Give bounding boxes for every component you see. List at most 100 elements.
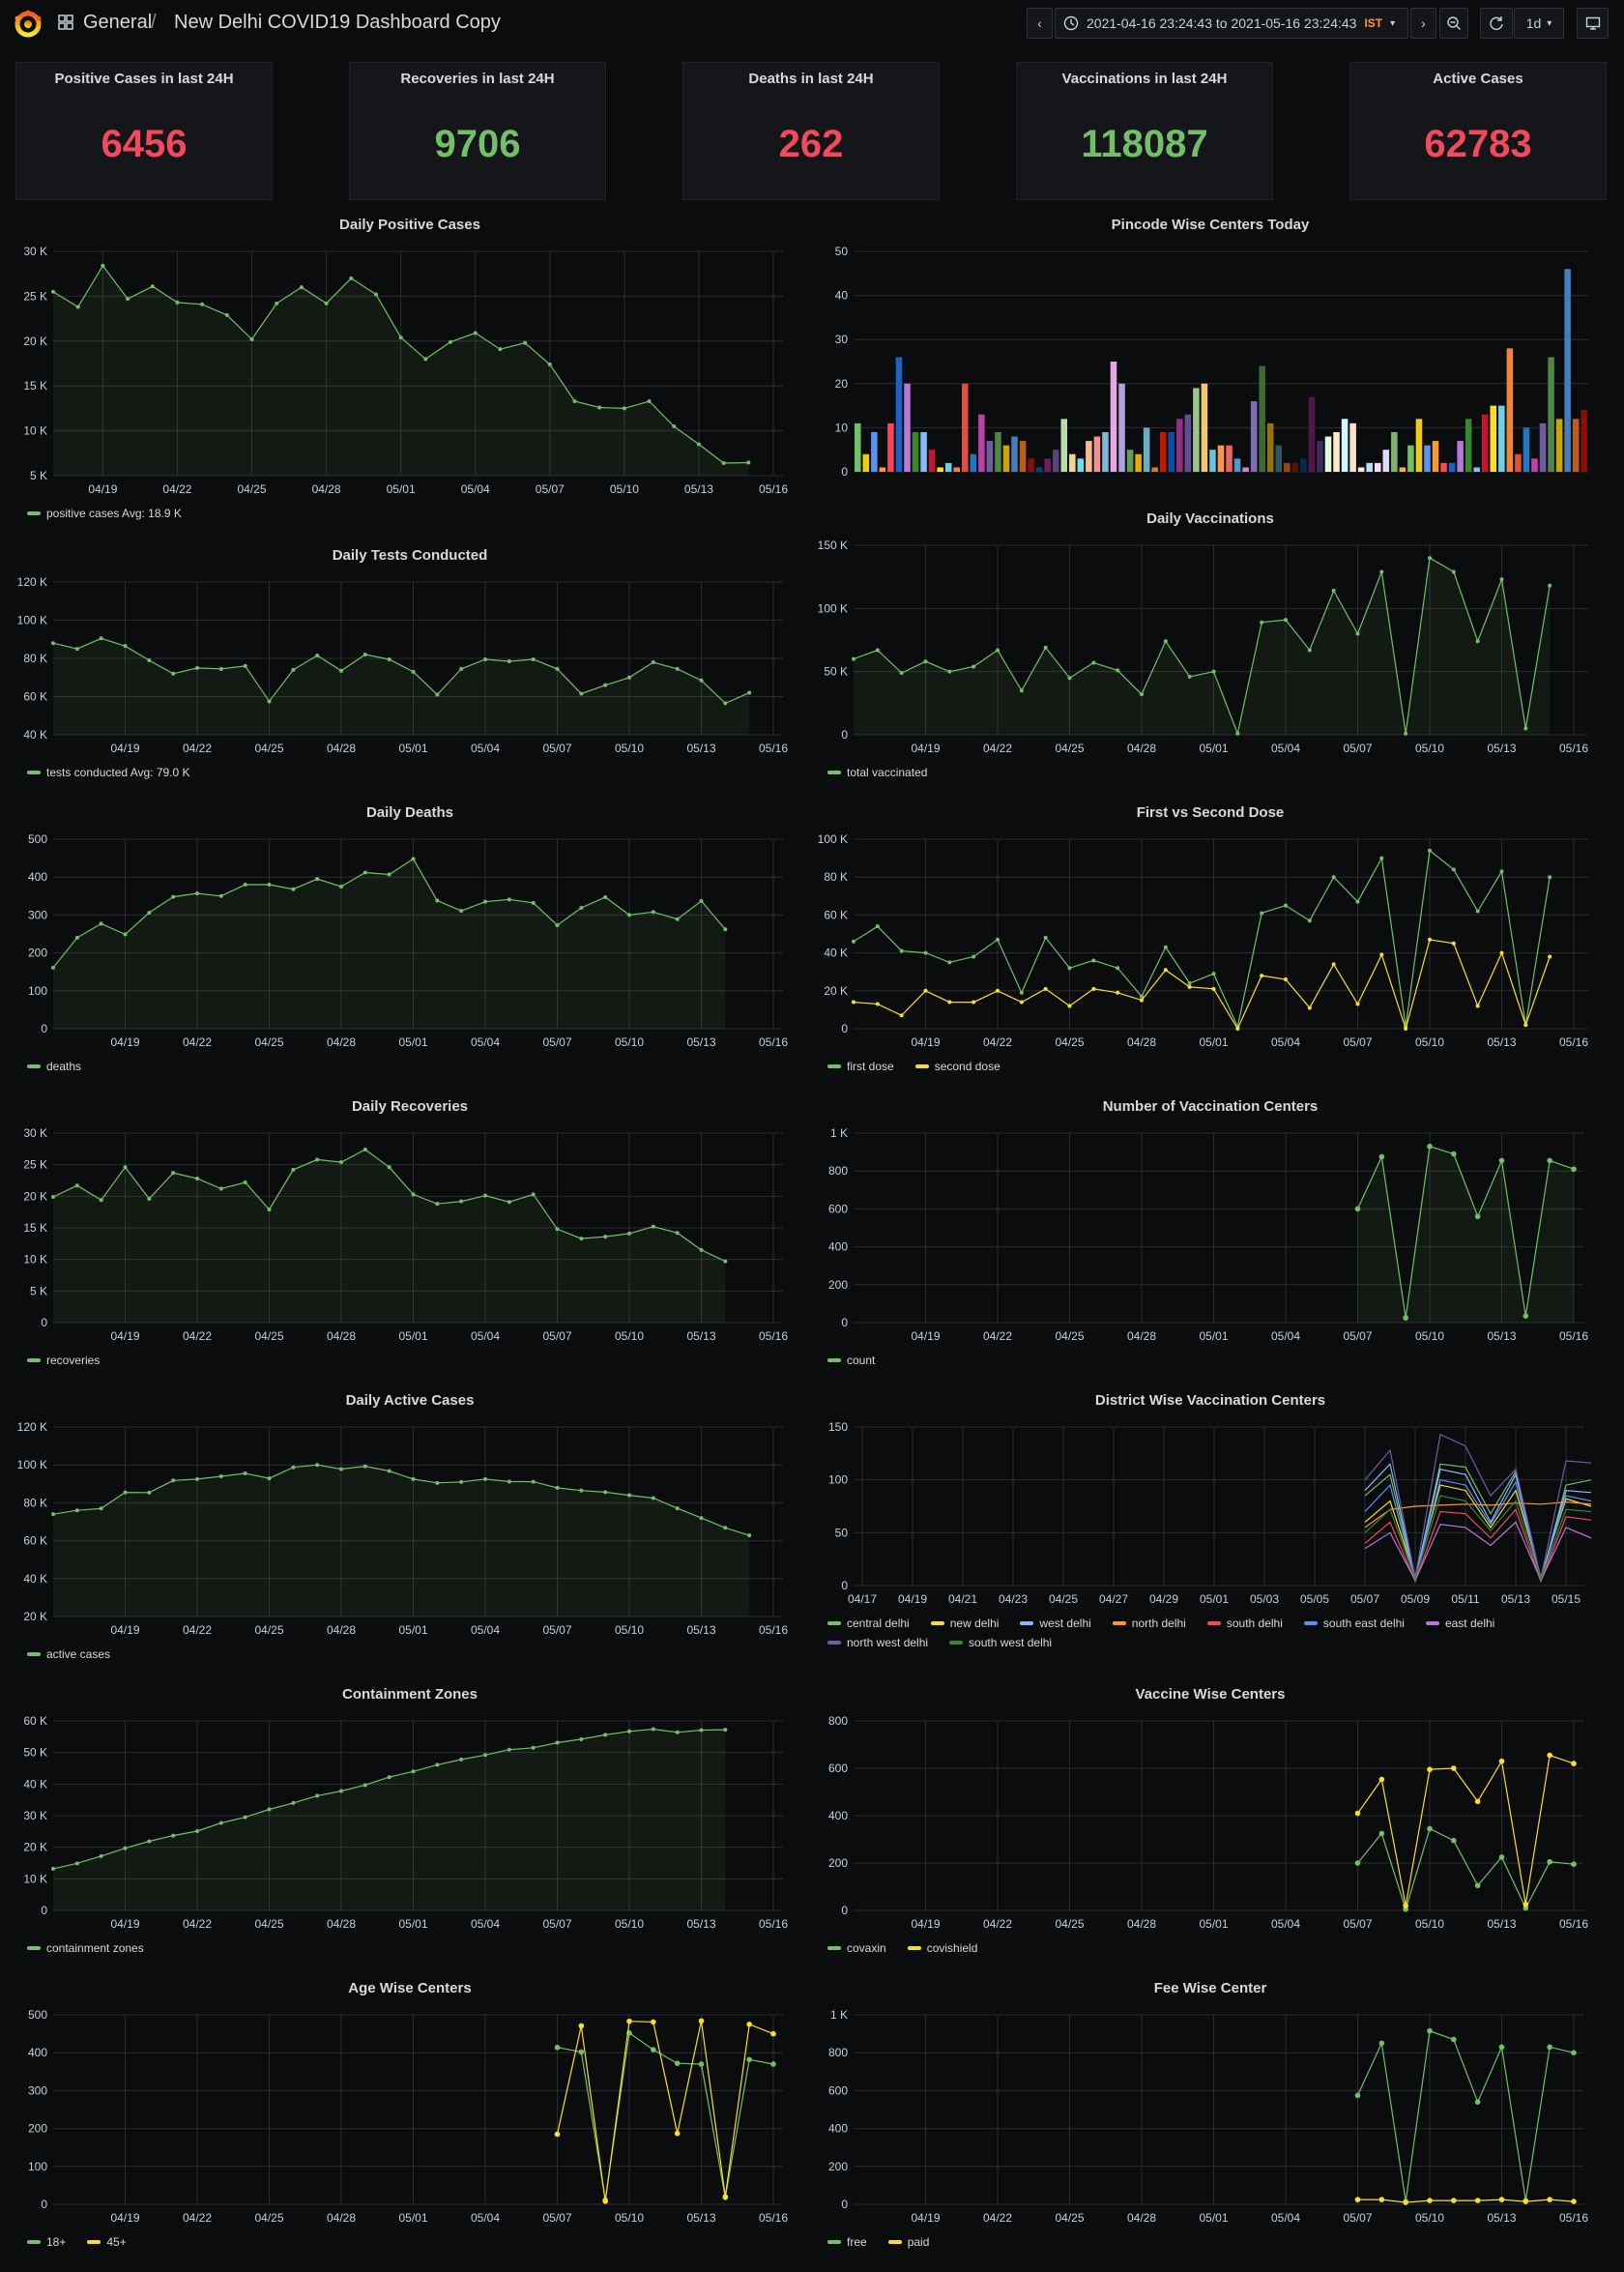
- bar[interactable]: [1002, 445, 1010, 472]
- data-point[interactable]: [147, 657, 152, 662]
- bar[interactable]: [1580, 410, 1587, 472]
- data-point[interactable]: [747, 690, 752, 695]
- data-point[interactable]: [578, 2023, 585, 2029]
- bar[interactable]: [1184, 414, 1192, 472]
- data-point[interactable]: [996, 988, 1000, 993]
- data-point[interactable]: [875, 924, 880, 929]
- data-point[interactable]: [923, 988, 928, 993]
- data-point[interactable]: [1211, 986, 1216, 991]
- series-line-south-west-delhi[interactable]: [1364, 1495, 1592, 1582]
- data-point[interactable]: [627, 913, 631, 918]
- data-point[interactable]: [1378, 1776, 1385, 1783]
- data-point[interactable]: [483, 899, 487, 904]
- bar[interactable]: [1317, 441, 1323, 472]
- data-point[interactable]: [1140, 994, 1144, 999]
- data-point[interactable]: [507, 1200, 511, 1205]
- bar[interactable]: [1060, 419, 1068, 472]
- data-point[interactable]: [1474, 1882, 1481, 1889]
- data-point[interactable]: [531, 1745, 536, 1750]
- data-point[interactable]: [195, 665, 199, 670]
- data-point[interactable]: [723, 701, 728, 706]
- data-point[interactable]: [339, 1789, 343, 1793]
- data-point[interactable]: [531, 1479, 536, 1484]
- data-point[interactable]: [267, 883, 272, 888]
- data-point[interactable]: [746, 2022, 752, 2027]
- data-point[interactable]: [651, 659, 655, 664]
- data-point[interactable]: [1451, 2036, 1457, 2043]
- data-point[interactable]: [1523, 726, 1528, 731]
- data-point[interactable]: [698, 2061, 705, 2067]
- data-point[interactable]: [651, 1224, 655, 1229]
- data-point[interactable]: [315, 1463, 320, 1468]
- data-point[interactable]: [1260, 620, 1264, 625]
- series-line-paid[interactable]: [1357, 2199, 1575, 2203]
- bar[interactable]: [1424, 445, 1431, 472]
- data-point[interactable]: [1571, 2199, 1577, 2204]
- bar[interactable]: [1217, 445, 1225, 472]
- refresh-button[interactable]: [1480, 8, 1513, 39]
- bar[interactable]: [953, 467, 961, 472]
- data-point[interactable]: [675, 1506, 680, 1511]
- bar[interactable]: [1044, 458, 1051, 472]
- series-line-north-west-delhi[interactable]: [1364, 1433, 1592, 1579]
- data-point[interactable]: [1067, 676, 1072, 681]
- data-point[interactable]: [243, 663, 247, 668]
- data-point[interactable]: [99, 1506, 103, 1511]
- data-point[interactable]: [627, 675, 631, 680]
- data-point[interactable]: [299, 285, 304, 290]
- data-point[interactable]: [123, 1846, 128, 1850]
- legend-item[interactable]: positive cases Avg: 18.9 K: [27, 507, 182, 520]
- bar[interactable]: [1555, 419, 1563, 472]
- series-line-45[interactable]: [556, 2021, 774, 2201]
- bar[interactable]: [1019, 441, 1027, 472]
- bar[interactable]: [1201, 383, 1208, 472]
- data-point[interactable]: [483, 656, 487, 661]
- data-point[interactable]: [339, 668, 343, 673]
- data-point[interactable]: [554, 2131, 561, 2138]
- bar[interactable]: [904, 383, 911, 472]
- data-point[interactable]: [852, 1000, 856, 1005]
- data-point[interactable]: [627, 1231, 631, 1236]
- legend-item[interactable]: total vaccinated: [827, 766, 927, 779]
- data-point[interactable]: [770, 2030, 776, 2037]
- legend-item[interactable]: 45+: [87, 2235, 127, 2249]
- data-point[interactable]: [1547, 1752, 1552, 1759]
- data-point[interactable]: [411, 1769, 416, 1774]
- data-point[interactable]: [1547, 2044, 1552, 2051]
- data-point[interactable]: [1475, 639, 1480, 644]
- data-point[interactable]: [483, 1476, 487, 1481]
- data-point[interactable]: [722, 2194, 729, 2199]
- data-point[interactable]: [267, 1807, 272, 1812]
- data-point[interactable]: [1427, 2027, 1433, 2034]
- panel-title[interactable]: Daily Recoveries: [351, 1098, 469, 1115]
- data-point[interactable]: [1354, 1810, 1361, 1817]
- bar[interactable]: [887, 422, 894, 472]
- data-point[interactable]: [1379, 569, 1384, 574]
- data-point[interactable]: [1355, 631, 1360, 636]
- panel-title[interactable]: Daily Tests Conducted: [332, 547, 488, 564]
- panel-vaccine-wise-centers[interactable]: Vaccine Wise Centers 0 200 400 600 800 04/19 04…: [810, 1680, 1610, 1966]
- panel-daily-vaccinations[interactable]: Daily Vaccinations 0 50 K 100 K 150 K 04/19 04…: [810, 505, 1610, 791]
- data-point[interactable]: [51, 965, 55, 970]
- data-point[interactable]: [947, 960, 952, 965]
- data-point[interactable]: [1331, 589, 1336, 594]
- data-point[interactable]: [267, 1476, 272, 1481]
- series-line-south-delhi[interactable]: [1364, 1508, 1592, 1584]
- panel-daily-recoveries[interactable]: Daily Recoveries 0 5 K 10 K 15 K 20 K 25 K 30 K…: [10, 1092, 810, 1379]
- panel-title[interactable]: Daily Vaccinations: [1146, 510, 1274, 527]
- data-point[interactable]: [1284, 903, 1288, 908]
- data-point[interactable]: [51, 289, 55, 294]
- bar[interactable]: [1473, 467, 1480, 472]
- panel-pincode-wise-centers[interactable]: Pincode Wise Centers Today 0 10 20 30 40 50: [810, 211, 1610, 497]
- panel-title[interactable]: First vs Second Dose: [1136, 804, 1285, 821]
- data-point[interactable]: [698, 2018, 705, 2024]
- data-point[interactable]: [1354, 1206, 1361, 1212]
- data-point[interactable]: [1523, 1023, 1528, 1028]
- grafana-logo-icon[interactable]: [14, 10, 43, 39]
- data-point[interactable]: [218, 666, 223, 671]
- data-point[interactable]: [411, 669, 416, 674]
- panel-daily-active-cases[interactable]: Daily Active Cases 20 K 40 K 60 K 80 K 100 K 1…: [10, 1386, 810, 1673]
- data-point[interactable]: [423, 357, 428, 362]
- data-point[interactable]: [171, 1171, 176, 1176]
- data-point[interactable]: [899, 948, 904, 953]
